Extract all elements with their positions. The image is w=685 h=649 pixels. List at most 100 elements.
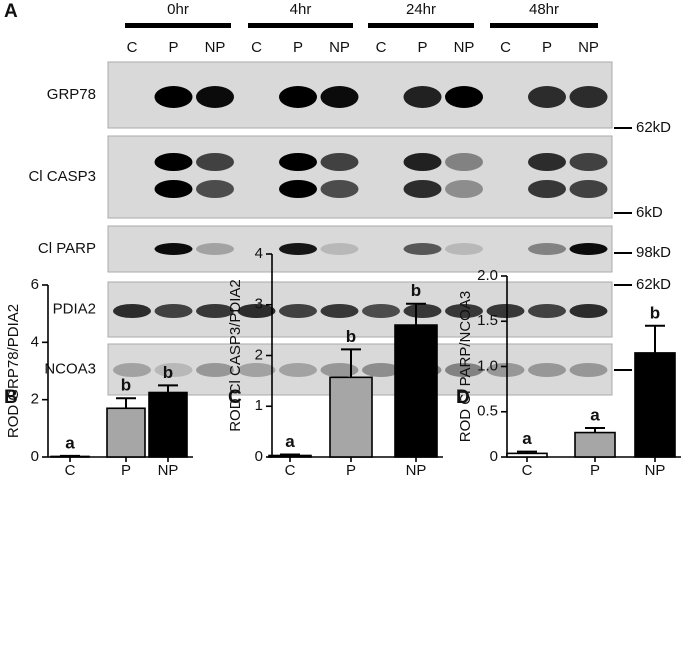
y-tick-label: 0 <box>31 448 39 465</box>
time-label: 0hr <box>167 1 189 18</box>
lane-label: C <box>500 39 511 56</box>
band <box>569 153 608 171</box>
bar <box>506 452 548 458</box>
bar <box>574 431 616 458</box>
band <box>445 86 483 108</box>
bar <box>394 324 438 458</box>
band <box>196 180 234 198</box>
y-tick-label: 1.0 <box>477 357 498 374</box>
time-label: 24hr <box>406 1 436 18</box>
band <box>320 304 359 318</box>
band <box>196 86 234 108</box>
y-tick-label: 2 <box>255 346 263 363</box>
band <box>154 243 193 255</box>
band <box>279 180 317 198</box>
band <box>320 363 359 377</box>
band <box>196 153 234 171</box>
bar <box>268 454 312 458</box>
band <box>279 153 317 171</box>
band <box>528 180 566 198</box>
y-tick-label: 4 <box>31 333 39 350</box>
time-bar <box>490 23 598 28</box>
y-tick-label: 4 <box>255 245 263 262</box>
row-label: NCOA3 <box>44 360 96 377</box>
band <box>362 304 400 318</box>
band <box>154 363 193 377</box>
band <box>320 180 359 198</box>
band <box>196 304 234 318</box>
band <box>279 86 317 108</box>
annotation: a <box>522 429 532 448</box>
band <box>445 243 483 255</box>
annotation: a <box>285 432 295 451</box>
time-bar <box>125 23 231 28</box>
band <box>279 304 317 318</box>
error-bar <box>645 324 665 353</box>
band <box>237 363 276 377</box>
lane-label: C <box>376 39 387 56</box>
y-axis-label: ROD Cl PARP/NCOA3 <box>457 291 474 442</box>
x-tick-label: NP <box>645 462 666 479</box>
marker-label: 6kD <box>636 204 663 221</box>
error-bar <box>406 302 426 326</box>
band <box>320 243 359 255</box>
band <box>569 86 608 108</box>
marker-label: 62kD <box>636 119 671 136</box>
x-tick-label: P <box>121 462 131 479</box>
y-tick-label: 6 <box>31 276 39 293</box>
bar <box>50 455 90 458</box>
lane-label: P <box>542 39 552 56</box>
lane-label: NP <box>454 39 475 56</box>
row-label: PDIA2 <box>53 300 96 317</box>
panel-label: D <box>456 387 470 408</box>
y-tick-label: 0.5 <box>477 403 498 420</box>
row-label: Cl CASP3 <box>28 168 96 185</box>
band <box>279 363 317 377</box>
bar <box>148 391 188 458</box>
y-tick-label: 1.5 <box>477 312 498 329</box>
lane-label: C <box>251 39 262 56</box>
annotation: b <box>650 303 660 322</box>
band <box>403 304 442 318</box>
blot <box>107 135 613 219</box>
panel-label: C <box>228 387 242 408</box>
band <box>403 243 442 255</box>
error-bar <box>158 384 178 393</box>
band <box>154 86 193 108</box>
lane-label: NP <box>205 39 226 56</box>
band <box>486 304 525 318</box>
y-tick-label: 0 <box>490 448 498 465</box>
annotation: a <box>590 406 600 425</box>
lane-label: P <box>168 39 178 56</box>
x-tick-label: P <box>346 462 356 479</box>
y-tick-label: 3 <box>255 296 263 313</box>
band <box>403 153 442 171</box>
band <box>237 304 276 318</box>
x-tick-label: NP <box>158 462 179 479</box>
band <box>362 363 400 377</box>
band <box>154 180 193 198</box>
lane-label: NP <box>329 39 350 56</box>
x-tick-label: C <box>65 462 76 479</box>
band <box>569 180 608 198</box>
y-axis-label: ROD Cl CASP3/PDIA2 <box>227 279 244 432</box>
band <box>154 304 193 318</box>
marker-label: 62kD <box>636 276 671 293</box>
band <box>445 180 483 198</box>
band <box>403 180 442 198</box>
bar <box>634 352 676 458</box>
lane-label: P <box>293 39 303 56</box>
band <box>154 153 193 171</box>
row-label: GRP78 <box>47 86 96 103</box>
panel-label: A <box>4 1 18 22</box>
band <box>528 304 566 318</box>
band <box>528 243 566 255</box>
band <box>486 363 525 377</box>
annotation: a <box>65 433 75 452</box>
band <box>320 86 359 108</box>
band <box>320 153 359 171</box>
band <box>279 243 317 255</box>
band <box>569 243 608 255</box>
error-bar <box>341 348 361 378</box>
